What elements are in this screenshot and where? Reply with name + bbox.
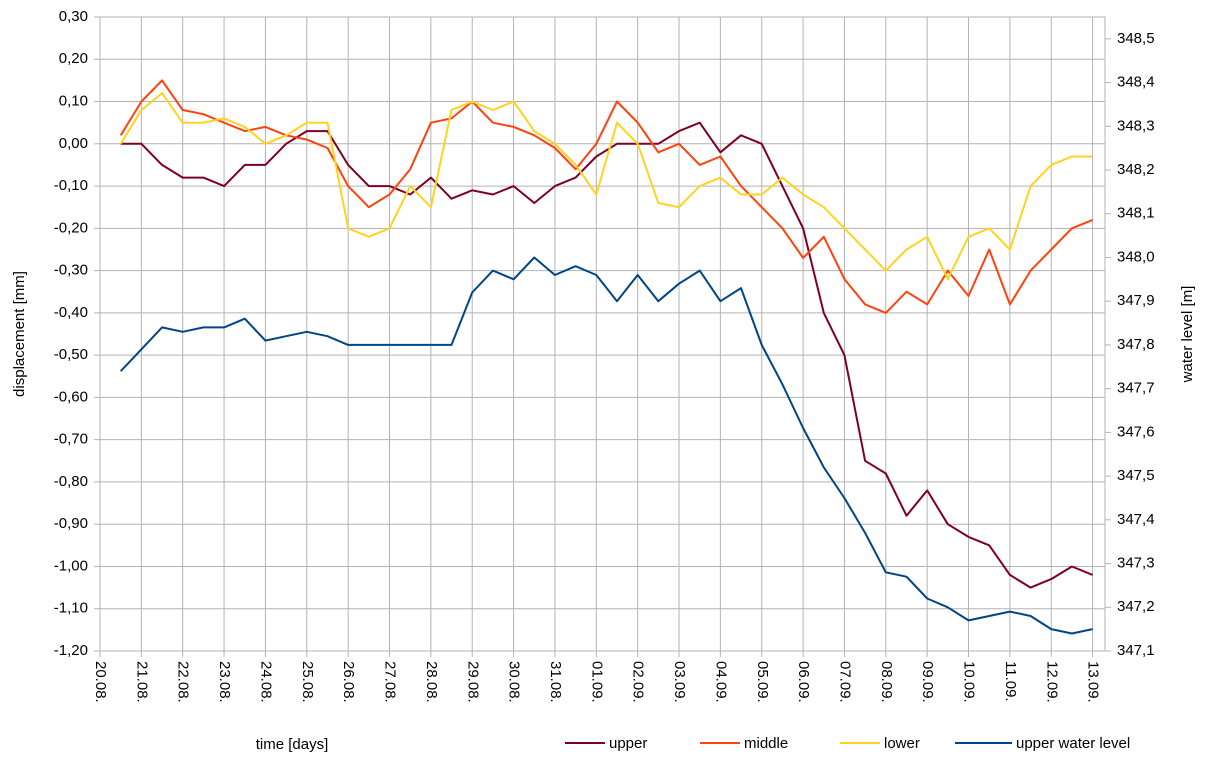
y2-tick-label: 348,5: [1117, 30, 1155, 47]
y-tick-label: -0,60: [54, 388, 88, 405]
legend-label: upper water level: [1016, 735, 1130, 752]
x-tick-label: 29.08.: [464, 661, 481, 703]
x-tick-label: 28.08.: [423, 661, 440, 703]
y-tick-label: -0,30: [54, 262, 88, 279]
y2-tick-label: 347,6: [1117, 423, 1155, 440]
plot-frame: [99, 16, 1106, 652]
series-line: [119, 256, 1093, 635]
y2-tick-label: 347,5: [1117, 467, 1155, 484]
y-tick-label: -0,40: [54, 304, 88, 321]
y-tick-label: -1,10: [54, 600, 88, 617]
y2-tick-label: 348,3: [1117, 117, 1155, 134]
y2-tick-label: 347,3: [1117, 555, 1155, 572]
y-axis-label: displacement [mm]: [11, 271, 28, 397]
y2-tick-label: 348,1: [1117, 205, 1155, 222]
x-tick-label: 26.08.: [340, 661, 357, 703]
x-tick-label: 12.09.: [1043, 661, 1060, 703]
x-tick-label: 13.09.: [1085, 661, 1102, 703]
x-tick-label: 07.09.: [836, 661, 853, 703]
x-axis-label: time [days]: [256, 736, 329, 753]
x-tick-label: 22.08.: [175, 661, 192, 703]
x-tick-label: 25.08.: [299, 661, 316, 703]
x-tick-label: 03.09.: [671, 661, 688, 703]
x-tick-label: 23.08.: [216, 661, 233, 703]
y-tick-label: -1,20: [54, 642, 88, 659]
y2-tick-label: 348,2: [1117, 161, 1155, 178]
x-tick-label: 10.09.: [961, 661, 978, 703]
x-tick-label: 02.09.: [630, 661, 647, 703]
series-line: [119, 92, 1093, 281]
y2-tick-label: 347,1: [1117, 642, 1155, 659]
y-tick-label: -0,90: [54, 515, 88, 532]
x-tick-label: 30.08.: [506, 661, 523, 703]
x-tick-label: 31.08.: [547, 661, 564, 703]
series-line: [119, 79, 1093, 314]
y2-tick-label: 347,2: [1117, 598, 1155, 615]
y2-tick-label: 347,8: [1117, 336, 1155, 353]
x-tick-label: 11.09.: [1002, 661, 1019, 702]
x-tick-label: 04.09.: [712, 661, 729, 703]
y2-tick-label: 348,0: [1117, 248, 1155, 265]
y-tick-label: 0,20: [59, 50, 88, 67]
x-tick-label: 24.08.: [257, 661, 274, 703]
y2-tick-label: 347,7: [1117, 380, 1155, 397]
x-tick-label: 20.08.: [92, 661, 109, 703]
y-tick-label: 0,10: [59, 93, 88, 110]
y2-axis-label: water level [m]: [1179, 286, 1196, 384]
y2-tick-label: 348,4: [1117, 74, 1155, 91]
x-tick-label: 21.08.: [133, 661, 150, 703]
y-tick-label: 0,30: [59, 8, 88, 25]
y2-tick-label: 347,9: [1117, 292, 1155, 309]
y-tick-label: -0,80: [54, 473, 88, 490]
series-line: [120, 121, 1093, 589]
x-tick-label: 06.09.: [795, 661, 812, 703]
x-tick-label: 01.09.: [588, 661, 605, 703]
x-tick-label: 27.08.: [382, 661, 399, 703]
y-tick-label: -0,20: [54, 219, 88, 236]
legend-label: lower: [884, 735, 920, 752]
legend-label: middle: [744, 735, 788, 752]
y-tick-label: -0,70: [54, 431, 88, 448]
y-tick-label: -0,10: [54, 177, 88, 194]
x-tick-label: 08.09.: [878, 661, 895, 703]
legend-label: upper: [609, 735, 647, 752]
y-tick-label: -0,50: [54, 346, 88, 363]
y2-tick-label: 347,4: [1117, 511, 1155, 528]
y-tick-label: 0,00: [59, 135, 88, 152]
x-tick-label: 05.09.: [754, 661, 771, 703]
x-tick-label: 09.09.: [919, 661, 936, 703]
y-tick-label: -1,00: [54, 557, 88, 574]
